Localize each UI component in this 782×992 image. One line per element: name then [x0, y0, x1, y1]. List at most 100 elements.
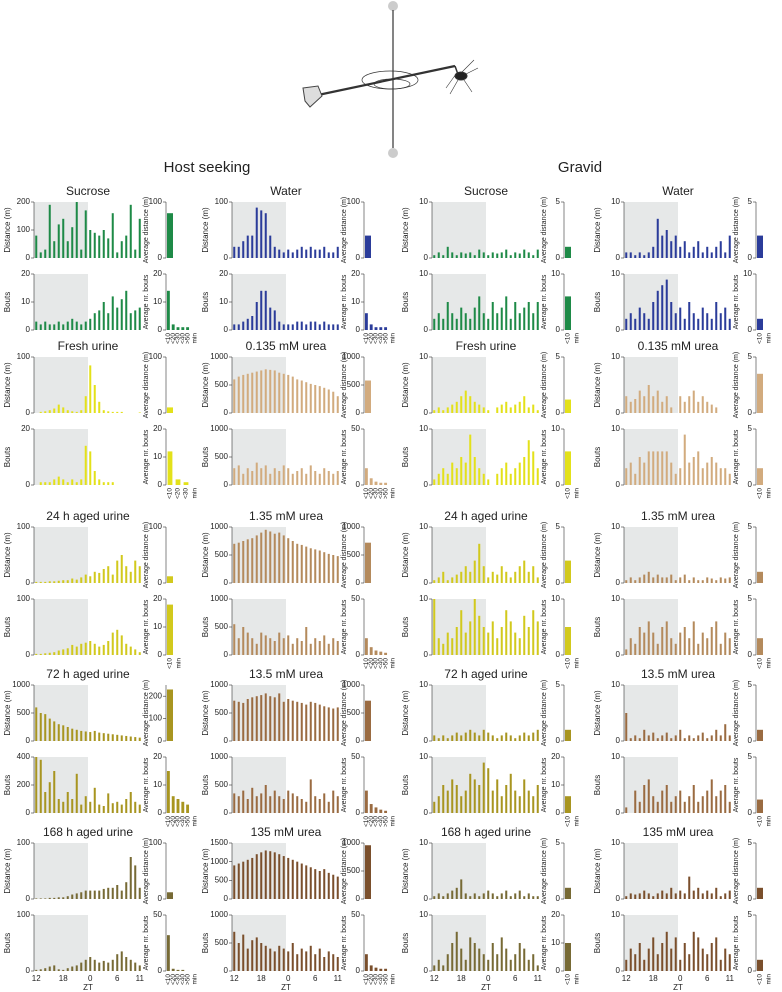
bar — [66, 580, 69, 583]
bar — [291, 541, 294, 583]
y-tick-label: 1000 — [12, 680, 30, 689]
bar — [314, 702, 317, 741]
bar — [111, 574, 114, 583]
y-tick-label: 50 — [351, 752, 360, 761]
night-shading — [232, 915, 286, 971]
bar — [138, 965, 141, 971]
y-tick-label: 10 — [611, 522, 620, 531]
bar — [724, 948, 727, 971]
bar — [491, 621, 494, 655]
bar — [527, 790, 530, 813]
bar — [656, 451, 659, 485]
bar — [523, 457, 526, 485]
bar — [634, 318, 637, 330]
bar — [701, 252, 704, 258]
bar — [233, 624, 236, 655]
bar — [57, 897, 60, 899]
y-tick-label: 100 — [149, 352, 163, 361]
bar — [433, 479, 436, 485]
y-axis-label: Distance (m) — [201, 848, 210, 894]
y-axis-label: Average distance (m) — [341, 838, 348, 904]
bar — [62, 649, 65, 655]
bar — [482, 407, 485, 413]
bar — [670, 302, 673, 330]
night-shading — [232, 843, 286, 899]
x-tick-label: <40 — [378, 488, 385, 499]
bar — [719, 313, 722, 330]
x-axis-label: min — [192, 488, 199, 499]
bar — [291, 252, 294, 258]
bar — [728, 638, 731, 655]
bar — [314, 954, 317, 971]
bar — [120, 555, 123, 583]
y-axis-label: Distance (m) — [201, 532, 210, 578]
bar — [125, 957, 128, 971]
y-axis-label: Distance (m) — [3, 207, 12, 253]
bar — [233, 793, 236, 813]
bar — [661, 235, 664, 258]
night-shading — [34, 202, 88, 258]
y-tick-label: 20 — [351, 269, 360, 278]
y-axis-label: Distance (m) — [201, 690, 210, 736]
bar — [39, 252, 42, 258]
bar — [692, 246, 695, 258]
x-tick-label: <30 — [175, 816, 182, 827]
bar — [629, 401, 632, 413]
bar — [318, 550, 321, 583]
bar — [505, 401, 508, 413]
night-shading — [624, 527, 678, 583]
bar — [53, 324, 56, 330]
bar — [688, 876, 691, 899]
bar — [264, 290, 267, 330]
bar — [455, 468, 458, 485]
y-axis-label: Average distance (m) — [733, 522, 740, 588]
y-axis-label: Average distance (m) — [143, 197, 150, 263]
bar — [674, 235, 677, 258]
bar — [724, 632, 727, 655]
bar — [89, 451, 92, 485]
bar — [679, 729, 682, 741]
x-axis-label: min — [766, 333, 773, 344]
bar — [89, 801, 92, 813]
bar — [273, 533, 276, 583]
y-tick-label: 1000 — [342, 680, 360, 689]
bar — [66, 241, 69, 258]
bar — [66, 727, 69, 741]
bar — [505, 571, 508, 583]
x-tick-label: <20 — [368, 333, 375, 344]
bar — [332, 252, 335, 258]
bar — [442, 410, 445, 413]
bar — [647, 621, 650, 655]
bar — [318, 871, 321, 899]
bar — [66, 896, 69, 899]
bar — [309, 383, 312, 413]
night-shading — [232, 202, 286, 258]
bar — [291, 700, 294, 741]
bar — [643, 959, 646, 971]
bar — [518, 735, 521, 741]
bar — [527, 252, 530, 258]
y-axis-label: Distance (m) — [593, 848, 602, 894]
x-tick-label: 0 — [486, 974, 491, 983]
bar — [107, 733, 110, 741]
panel-title: Fresh urine — [58, 339, 119, 353]
bar — [93, 959, 96, 971]
bar — [446, 954, 449, 971]
bar — [683, 801, 686, 813]
bar — [62, 580, 65, 583]
bar — [437, 473, 440, 485]
bar — [625, 396, 628, 413]
bar — [455, 318, 458, 330]
bar — [186, 804, 190, 813]
bar — [116, 560, 119, 583]
panel-title: 13.5 mM urea — [249, 667, 323, 681]
bar — [336, 556, 339, 583]
bar — [379, 651, 383, 655]
bar — [625, 649, 628, 655]
bar — [296, 954, 299, 971]
bar — [442, 896, 445, 899]
bar — [536, 410, 539, 413]
bar — [455, 887, 458, 899]
y-tick-label: 10 — [743, 269, 752, 278]
